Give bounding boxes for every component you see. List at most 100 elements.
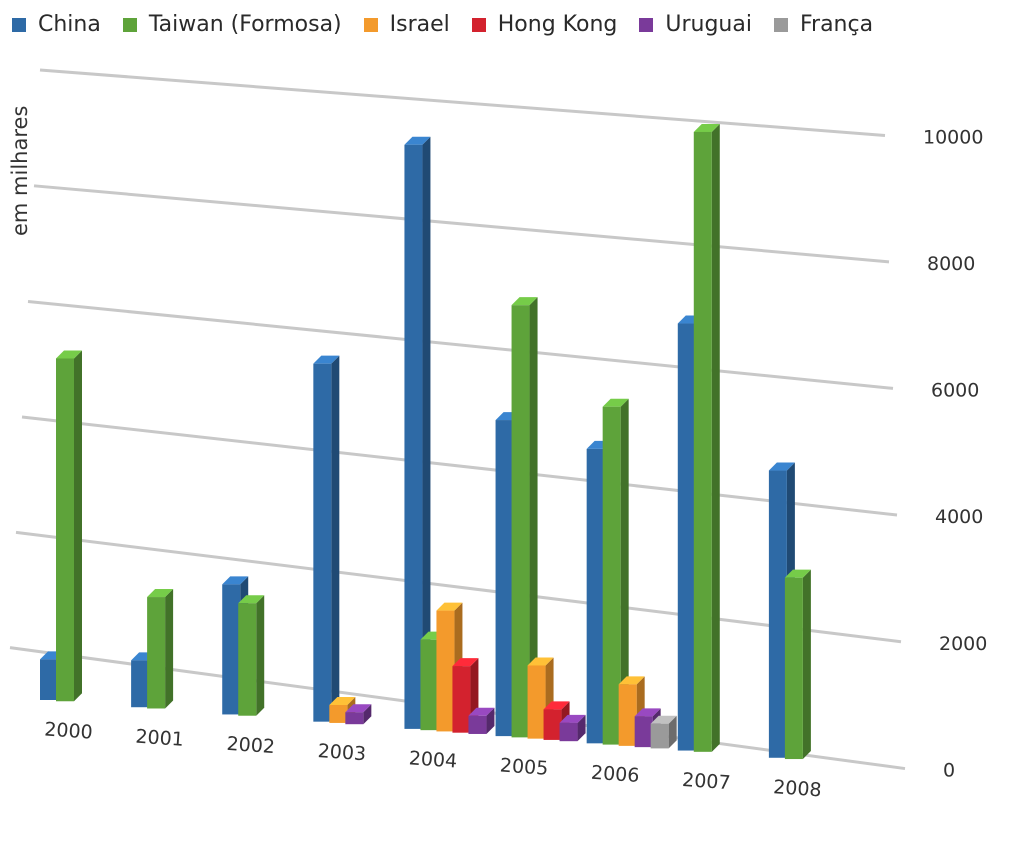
bar — [40, 659, 58, 700]
bar-side — [74, 350, 82, 702]
legend-item: Israel — [363, 12, 450, 37]
x-tick-label: 2000 — [44, 718, 94, 743]
bar — [329, 705, 348, 723]
bar-top — [559, 714, 586, 723]
chart-legend: China Taiwan (Formosa) Israel Hong Kong Urug… — [12, 12, 873, 37]
bar — [693, 131, 712, 752]
legend-swatch — [639, 17, 654, 32]
legend-item: França — [773, 12, 874, 37]
bar — [586, 448, 605, 744]
bar-top — [618, 676, 645, 685]
bar-side — [577, 714, 586, 742]
bar — [677, 323, 696, 751]
bar-top — [511, 297, 538, 306]
bar-top — [452, 658, 479, 667]
bar-top — [693, 123, 720, 132]
bar-side — [363, 704, 372, 725]
legend-label: Hong Kong — [497, 12, 618, 37]
bar-side — [802, 569, 811, 760]
bar-top — [784, 569, 811, 578]
bar-side — [422, 136, 431, 729]
bar — [222, 584, 241, 715]
bar-top — [238, 595, 265, 604]
bar-top — [56, 350, 82, 359]
bar-top — [345, 704, 372, 713]
bar-side — [668, 715, 677, 749]
bar — [543, 709, 562, 740]
legend-swatch — [773, 17, 788, 32]
legend-item: China — [12, 12, 101, 37]
gridline — [27, 299, 894, 390]
bar-top — [543, 701, 570, 710]
bar — [468, 715, 487, 734]
gridline — [39, 68, 886, 137]
bar-side — [256, 595, 265, 716]
x-tick-label: 2004 — [408, 747, 458, 772]
x-tick-label: 2007 — [681, 769, 731, 794]
bar — [404, 144, 423, 729]
x-tick-label: 2003 — [317, 740, 367, 765]
legend-label: França — [799, 12, 874, 37]
legend-item: Hong Kong — [471, 12, 618, 37]
bar — [768, 470, 787, 758]
bar — [313, 363, 332, 722]
bar — [618, 684, 637, 746]
bar-top — [468, 707, 495, 716]
y-tick-label: 10000 — [923, 126, 983, 148]
gridline — [21, 415, 898, 517]
bar — [634, 716, 653, 748]
bar-top — [650, 715, 677, 724]
bar — [420, 639, 439, 731]
bar — [436, 610, 455, 732]
bar — [511, 305, 530, 738]
bar-top — [602, 398, 629, 407]
y-tick-label: 8000 — [927, 253, 975, 275]
bar — [56, 358, 74, 702]
bar — [602, 406, 621, 745]
y-tick-label: 6000 — [931, 379, 979, 401]
bar — [784, 577, 803, 760]
legend-label: Israel — [389, 12, 450, 37]
legend-label: Uruguai — [665, 12, 752, 37]
bar-side — [529, 297, 538, 738]
gridline — [33, 184, 890, 264]
gridline — [15, 530, 902, 644]
bar — [495, 420, 514, 737]
legend-swatch — [122, 17, 137, 32]
bar-top — [147, 589, 174, 598]
bar-side — [486, 707, 495, 734]
bar-side — [711, 123, 720, 752]
bar-top — [634, 708, 661, 717]
legend-item: Uruguai — [639, 12, 752, 37]
legend-label: Taiwan (Formosa) — [148, 12, 342, 37]
bar-top — [329, 697, 356, 706]
bar-top — [313, 355, 340, 364]
legend-item: Taiwan (Formosa) — [122, 12, 342, 37]
y-tick-label: 4000 — [935, 506, 983, 528]
bar — [527, 665, 546, 739]
bar — [238, 603, 257, 716]
bar-side — [165, 589, 174, 709]
bar-side — [620, 398, 629, 745]
bar-top — [527, 657, 554, 666]
bar-top — [222, 576, 249, 585]
bar — [559, 722, 578, 742]
x-tick-label: 2002 — [226, 733, 276, 758]
x-tick-label: 2005 — [499, 754, 549, 779]
bar-top — [404, 136, 431, 145]
bar — [452, 666, 471, 733]
legend-swatch — [12, 17, 26, 32]
bar — [345, 712, 364, 725]
legend-swatch — [471, 17, 486, 32]
x-tick-label: 2006 — [590, 762, 640, 787]
legend-swatch — [363, 17, 378, 32]
legend-label: China — [38, 12, 101, 37]
bar-side — [331, 355, 340, 722]
x-tick-label: 2001 — [135, 726, 185, 751]
y-tick-label: 0 — [943, 760, 955, 782]
bar — [650, 723, 669, 749]
bar-top — [436, 602, 463, 611]
bar-top — [768, 462, 795, 471]
y-tick-label: 2000 — [939, 633, 987, 655]
